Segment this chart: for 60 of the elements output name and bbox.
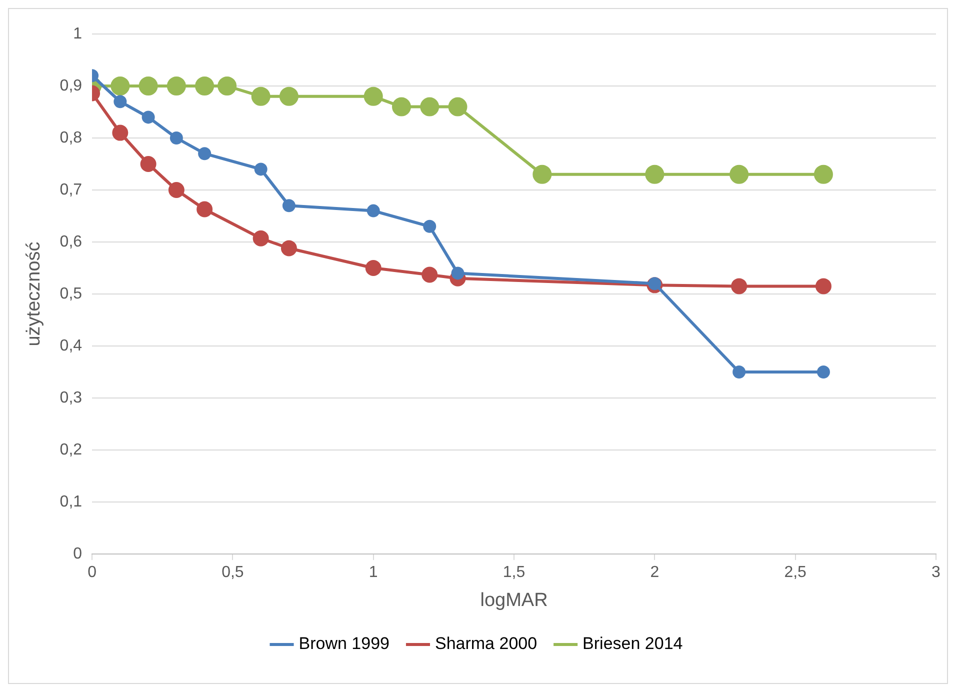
- point: [142, 110, 155, 124]
- legend-label: Briesen 2014: [582, 634, 683, 654]
- point: [732, 366, 746, 378]
- legend-label: Brown 1999: [298, 634, 390, 654]
- point: [282, 199, 296, 212]
- point: [731, 278, 748, 294]
- y-tick-label: 0,5: [60, 285, 82, 302]
- y-tick-label: 1: [73, 25, 82, 42]
- point: [138, 76, 158, 96]
- x-axis-title: logMAR: [480, 590, 548, 611]
- x-tick-label: 0,5: [222, 564, 244, 582]
- point: [280, 240, 297, 256]
- point: [170, 132, 183, 144]
- point: [110, 76, 130, 96]
- y-tick-label: 0,8: [60, 129, 82, 146]
- y-tick-label: 0,1: [60, 493, 82, 510]
- point: [365, 260, 382, 276]
- y-tick-label: 0,6: [60, 233, 82, 250]
- point: [814, 164, 833, 184]
- x-tick-label: 2: [650, 564, 660, 582]
- point: [730, 164, 749, 184]
- point: [364, 86, 383, 106]
- point: [422, 266, 438, 283]
- x-tick-label: 3: [932, 564, 941, 582]
- y-tick-label: 0,2: [60, 441, 82, 458]
- y-tick-label: 0: [73, 545, 82, 562]
- point: [648, 277, 662, 290]
- legend-label: Sharma 2000: [434, 634, 538, 654]
- point: [198, 147, 212, 160]
- point: [448, 97, 468, 116]
- y-tick-label: 0,3: [60, 389, 82, 406]
- point: [279, 86, 298, 106]
- point: [114, 95, 127, 108]
- x-tick-label: 1,5: [502, 564, 526, 582]
- point: [254, 162, 268, 176]
- point: [645, 164, 664, 184]
- point: [816, 366, 830, 378]
- point: [423, 220, 436, 233]
- point: [420, 97, 440, 116]
- point: [218, 76, 237, 96]
- point: [366, 204, 380, 218]
- y-tick-label: 0,4: [60, 337, 82, 354]
- point: [112, 124, 128, 141]
- point: [815, 278, 832, 294]
- y-tick-label: 0,7: [60, 181, 82, 198]
- point: [252, 230, 269, 246]
- point: [392, 97, 411, 116]
- point: [195, 76, 214, 96]
- x-tick-label: 2,5: [784, 564, 807, 582]
- point: [168, 182, 184, 198]
- point: [140, 156, 156, 172]
- point: [251, 86, 270, 106]
- x-tick-label: 0: [88, 564, 97, 582]
- x-tick-label: 1: [368, 564, 378, 582]
- y-axis-title: użyteczność: [24, 242, 45, 346]
- y-tick-label: 0,9: [60, 77, 82, 94]
- point: [451, 266, 464, 280]
- point: [196, 201, 213, 218]
- point: [166, 76, 186, 96]
- point: [532, 164, 552, 184]
